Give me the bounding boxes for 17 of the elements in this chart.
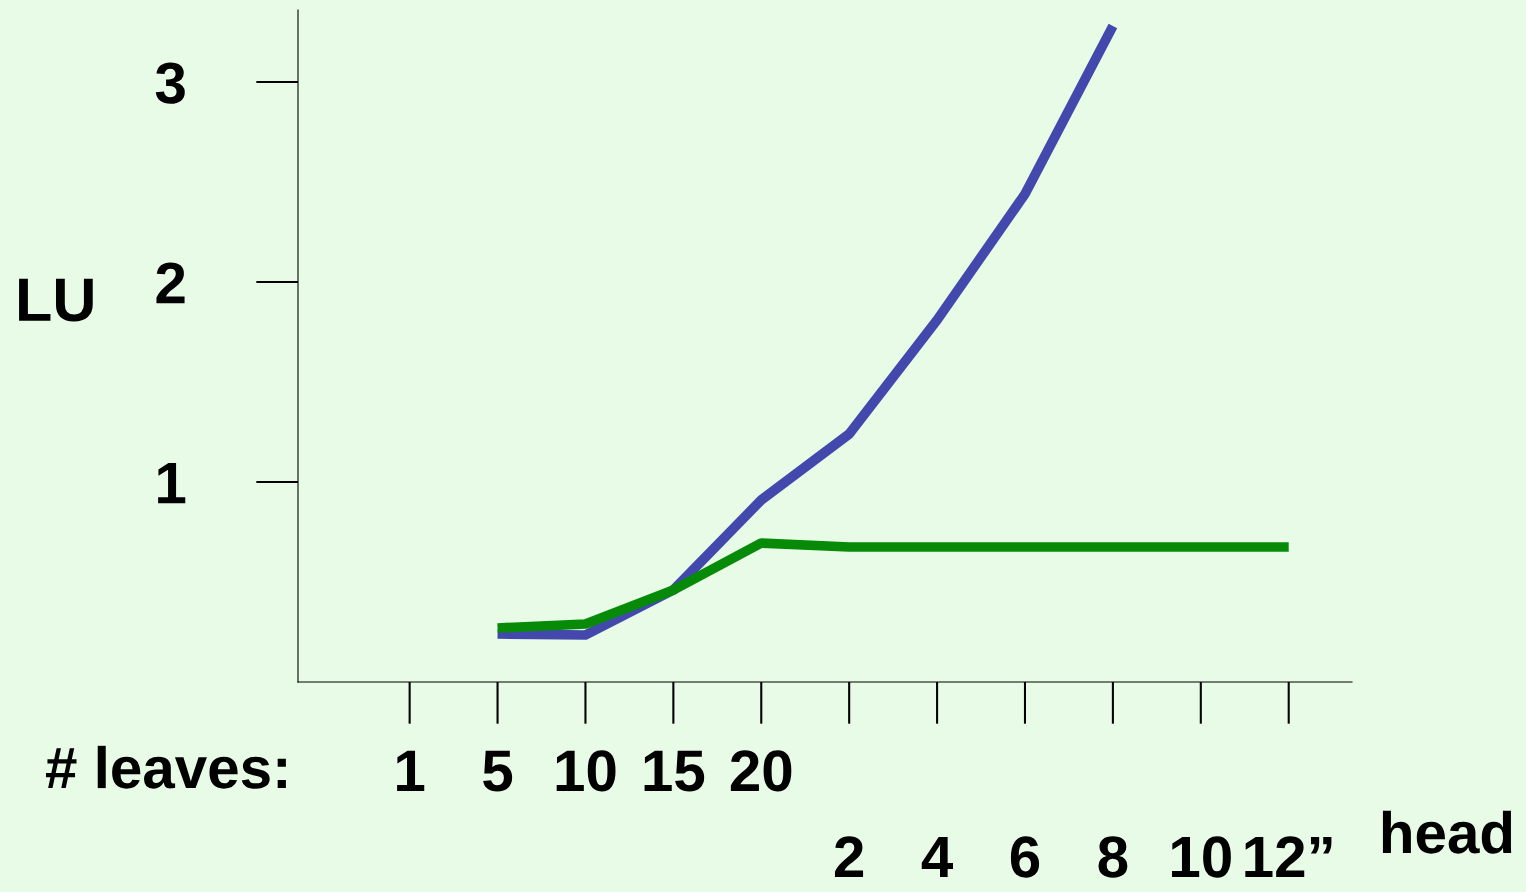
- x-tick-label: 12”: [1245, 836, 1332, 878]
- y-tick-label: 1: [158, 463, 186, 504]
- x-tick-label: 2: [834, 836, 864, 878]
- y-tick-label: 2: [156, 262, 185, 304]
- y-axis-title: LU: [19, 278, 93, 322]
- x-tick-label: 4: [921, 836, 953, 878]
- x-tick-label: 15: [644, 750, 705, 792]
- text: head: [1382, 810, 1512, 854]
- x-tick-label: 5: [483, 750, 513, 792]
- x-tick-label: 8: [1098, 836, 1128, 878]
- x-tick-label: 6: [1010, 836, 1040, 878]
- x-tick-label: 10: [1172, 836, 1231, 878]
- y-tick-label: 3: [155, 62, 185, 104]
- x-tick-label: 10: [556, 750, 616, 792]
- text: # leaves:: [45, 745, 286, 789]
- x-tick-label: 20: [730, 750, 792, 792]
- x-tick-label: 1: [397, 750, 425, 791]
